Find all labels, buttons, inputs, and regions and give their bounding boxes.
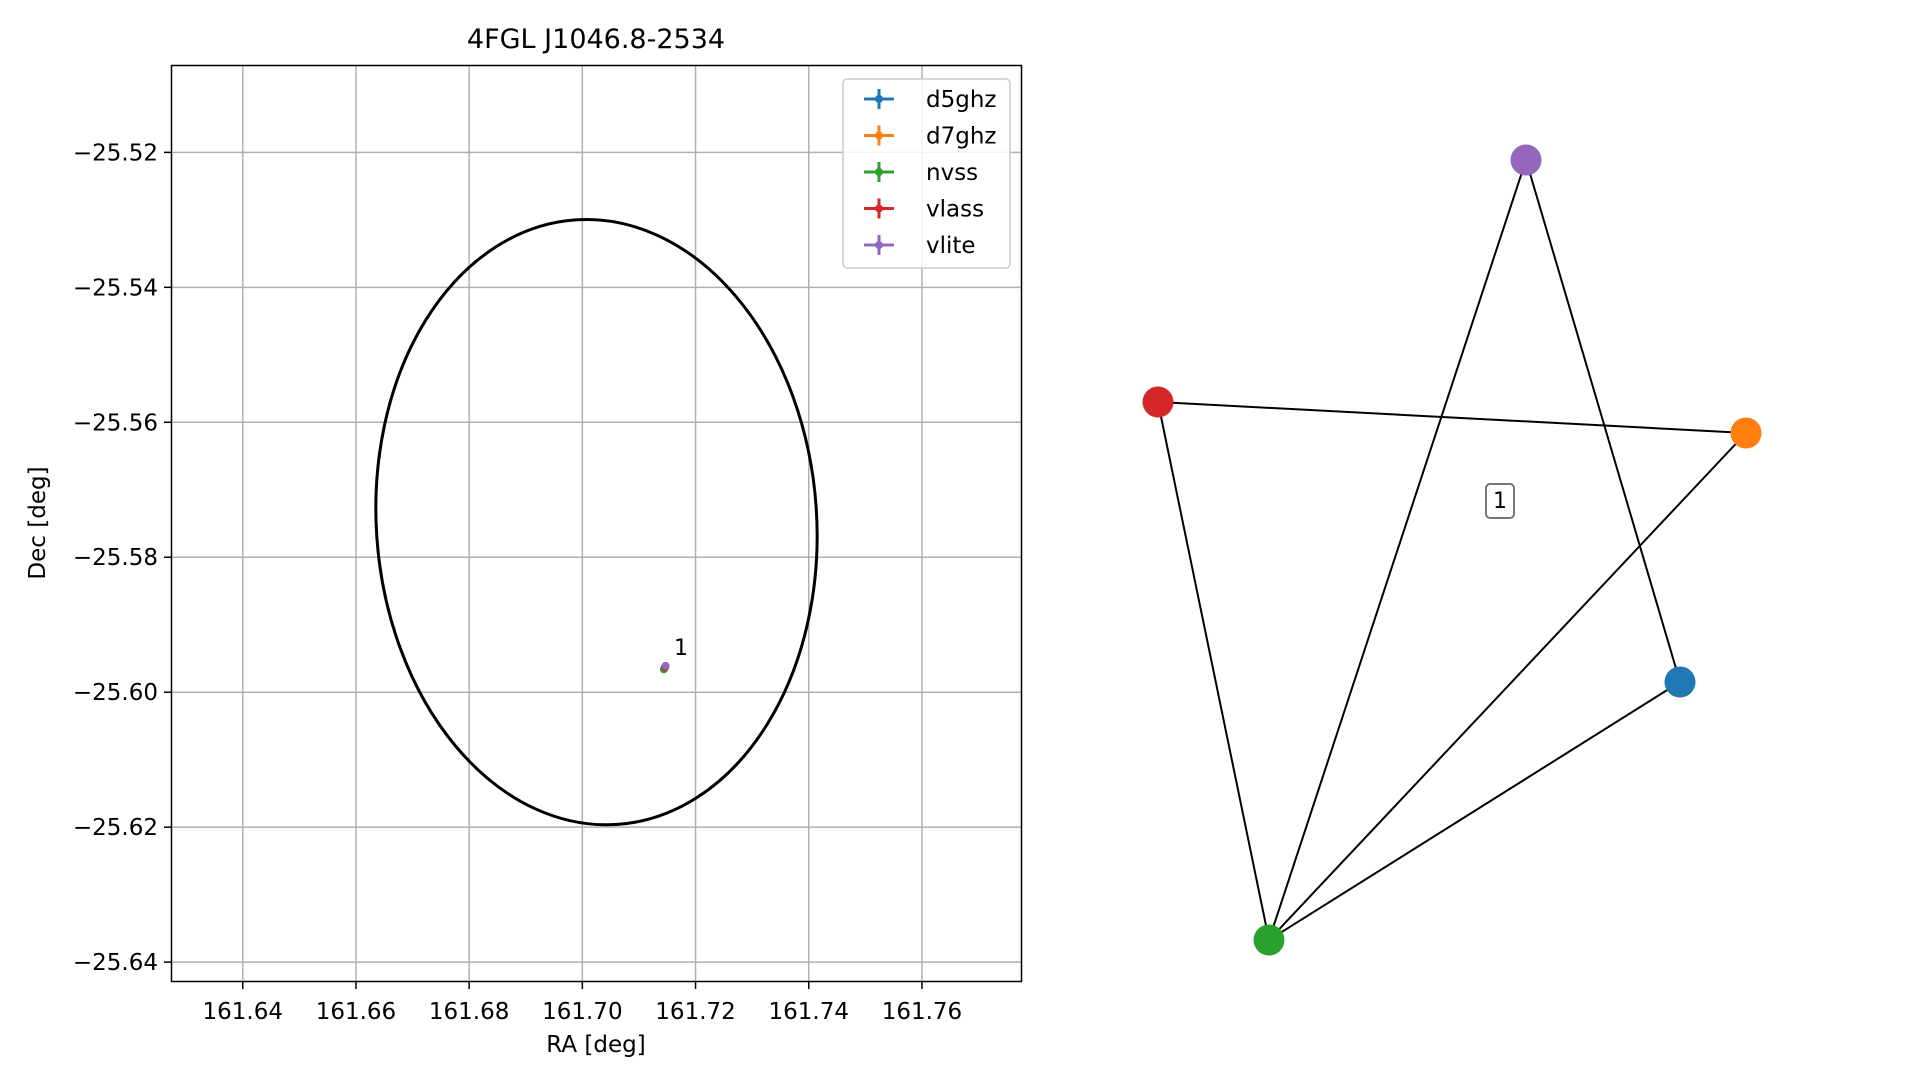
point-vlite [661, 661, 670, 670]
y-tick-label: −25.54 [73, 275, 158, 301]
y-tick-label: −25.56 [73, 410, 158, 436]
legend-items: d5ghz d7ghz nvss vlass vlite [864, 87, 996, 259]
x-tick-label: 161.74 [769, 999, 849, 1025]
legend-box [842, 78, 1011, 269]
point-annotation: 1 [674, 636, 688, 661]
y-tick-label: −25.64 [73, 950, 158, 976]
legend-marker-dot [875, 204, 883, 213]
legend-label: vlass [926, 197, 984, 223]
plot-frame [170, 64, 1023, 983]
y-axis-ticks: −25.52 −25.54 −25.56 −25.58 −25.60 −25.62 −25.… [73, 140, 172, 976]
legend-item-d5ghz: d5ghz [864, 87, 996, 113]
legend-item-vlite: vlite [864, 233, 976, 259]
group-label-text: 1 [1493, 489, 1507, 514]
legend-item-d7ghz: d7ghz [864, 124, 996, 150]
edges [1157, 159, 1747, 941]
legend-item-nvss: nvss [864, 160, 978, 186]
error-ellipse [374, 218, 819, 827]
edge-vlite-nvss [1268, 159, 1527, 941]
legend-label: nvss [926, 160, 978, 186]
edge-vlass-d7ghz [1157, 401, 1747, 434]
node-vlite [1510, 144, 1542, 176]
edge-d7ghz-nvss [1268, 432, 1747, 941]
x-tick-label: 161.66 [316, 999, 396, 1025]
network-diagram: 1 [1142, 144, 1762, 956]
legend-item-vlass: vlass [864, 197, 984, 223]
node-d7ghz [1730, 417, 1762, 449]
x-axis-ticks: 161.64 161.66 161.68 161.70 161.72 161.74 161.… [203, 981, 962, 1025]
error-ellipse-layer [374, 218, 819, 827]
y-tick-label: −25.62 [73, 815, 158, 841]
group-label-box [1485, 483, 1515, 519]
node-vlass [1142, 386, 1174, 418]
x-tick-label: 161.72 [655, 999, 735, 1025]
edge-vlass-nvss [1157, 401, 1270, 941]
legend-label: d7ghz [926, 124, 996, 150]
x-tick-label: 161.68 [429, 999, 509, 1025]
legend-marker-dot [875, 95, 883, 103]
x-tick-label: 161.76 [882, 999, 962, 1025]
data-points-layer [659, 661, 670, 674]
legend-label: d5ghz [926, 87, 996, 113]
x-tick-label: 161.64 [203, 999, 283, 1025]
edge-d5ghz-nvss [1268, 681, 1681, 941]
node-d5ghz [1664, 666, 1696, 698]
y-axis-label: Dec [deg] [25, 466, 51, 579]
legend: d5ghz d7ghz nvss vlass vlite [842, 78, 1011, 269]
y-tick-label: −25.60 [73, 680, 158, 706]
group-label: 1 [1485, 483, 1515, 519]
chart-title: 4FGL J1046.8-2534 [467, 24, 725, 55]
grid [172, 66, 1021, 981]
y-tick-label: −25.58 [73, 545, 158, 571]
node-nvss [1253, 924, 1285, 956]
legend-marker-dot [875, 168, 883, 176]
x-axis-label: RA [deg] [546, 1032, 645, 1058]
nodes [1142, 144, 1762, 956]
legend-marker-dot [875, 131, 883, 140]
x-tick-label: 161.70 [542, 999, 622, 1025]
sky-position-chart: 1 161.64 161.66 161.68 161.70 161.72 161.74 16… [25, 24, 1023, 1058]
y-tick-label: −25.52 [73, 140, 158, 166]
legend-label: vlite [926, 233, 976, 259]
legend-marker-dot [875, 241, 883, 249]
edge-vlite-d5ghz [1525, 159, 1681, 683]
